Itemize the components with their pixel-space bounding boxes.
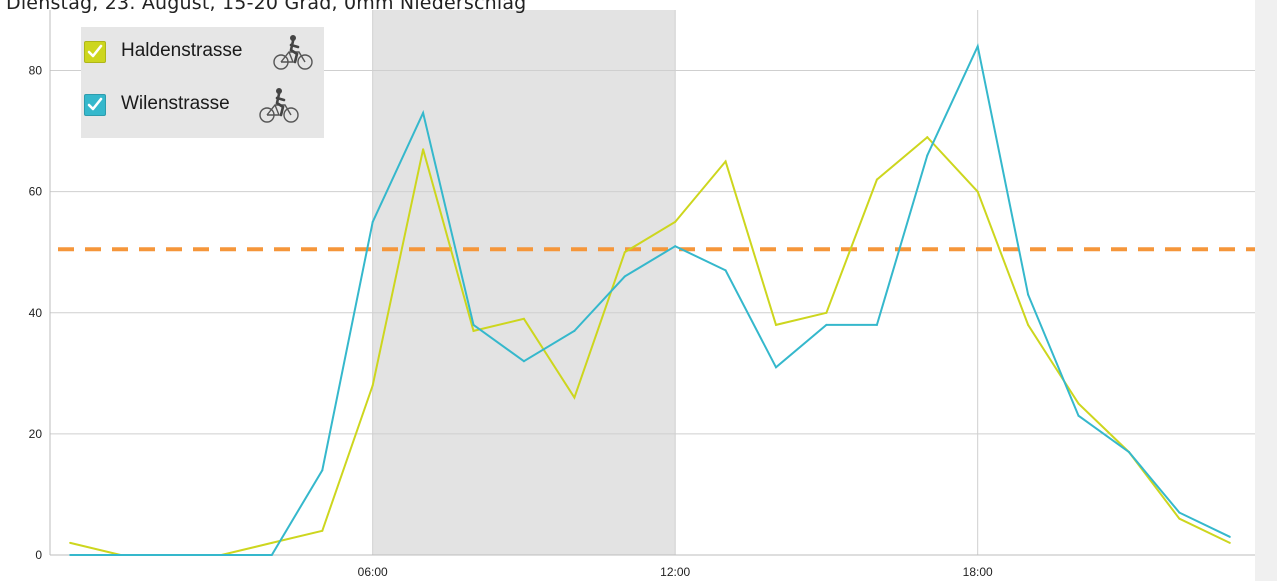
data-point-haldenstrasse bbox=[775, 323, 778, 326]
legend-item-wilenstrasse[interactable]: Wilenstrasse bbox=[81, 85, 324, 125]
y-tick-label: 0 bbox=[35, 548, 42, 562]
data-point-haldenstrasse bbox=[321, 529, 324, 532]
data-point-haldenstrasse bbox=[69, 541, 72, 544]
data-point-haldenstrasse bbox=[875, 178, 878, 181]
data-point-wilenstrasse bbox=[119, 554, 122, 556]
data-point-wilenstrasse bbox=[1178, 511, 1181, 514]
y-tick-label: 40 bbox=[29, 306, 43, 320]
series-line-wilenstrasse bbox=[70, 43, 1231, 556]
y-tick-label: 20 bbox=[29, 427, 43, 441]
data-point-wilenstrasse bbox=[724, 269, 727, 272]
data-point-wilenstrasse bbox=[270, 554, 273, 556]
data-point-wilenstrasse bbox=[220, 554, 223, 556]
data-point-wilenstrasse bbox=[573, 329, 576, 332]
series-line-haldenstrasse bbox=[69, 135, 1231, 556]
data-point-haldenstrasse bbox=[976, 190, 979, 193]
data-point-haldenstrasse bbox=[825, 311, 828, 314]
legend-label-wilenstrasse: Wilenstrasse bbox=[121, 93, 230, 114]
data-point-haldenstrasse bbox=[926, 136, 929, 139]
y-tick-label: 60 bbox=[29, 185, 43, 199]
data-point-wilenstrasse bbox=[1228, 535, 1231, 538]
data-point-wilenstrasse bbox=[371, 220, 374, 223]
data-point-wilenstrasse bbox=[472, 323, 475, 326]
data-point-haldenstrasse bbox=[1228, 541, 1231, 544]
data-point-wilenstrasse bbox=[926, 154, 929, 157]
data-point-wilenstrasse bbox=[1127, 451, 1130, 454]
right-gutter bbox=[1255, 0, 1277, 581]
chart-legend: Haldenstrasse Wilenstrasse bbox=[81, 27, 324, 138]
bicycle-icon bbox=[271, 32, 315, 76]
shaded-region bbox=[372, 10, 676, 555]
checkmark-icon bbox=[87, 97, 103, 111]
data-point-wilenstrasse bbox=[976, 45, 979, 48]
legend-label-haldenstrasse: Haldenstrasse bbox=[121, 40, 243, 61]
data-point-haldenstrasse bbox=[1027, 323, 1030, 326]
data-point-wilenstrasse bbox=[69, 554, 72, 556]
data-point-wilenstrasse bbox=[170, 554, 173, 556]
data-point-wilenstrasse bbox=[674, 245, 677, 248]
data-point-wilenstrasse bbox=[875, 323, 878, 326]
checkmark-icon bbox=[87, 44, 103, 58]
data-point-haldenstrasse bbox=[371, 384, 374, 387]
data-point-wilenstrasse bbox=[422, 111, 425, 114]
data-point-wilenstrasse bbox=[825, 323, 828, 326]
x-tick-label: 06:00 bbox=[358, 565, 388, 579]
data-point-wilenstrasse bbox=[1077, 414, 1080, 417]
x-tick-label: 18:00 bbox=[963, 565, 993, 579]
y-tick-label: 80 bbox=[29, 64, 43, 78]
data-point-haldenstrasse bbox=[1077, 402, 1080, 405]
data-point-haldenstrasse bbox=[270, 541, 273, 544]
data-point-haldenstrasse bbox=[674, 220, 677, 223]
data-point-wilenstrasse bbox=[321, 469, 324, 472]
page-title: Dienstag, 23. August, 15-20 Grad, 0mm Ni… bbox=[6, 0, 527, 14]
data-point-wilenstrasse bbox=[1027, 293, 1030, 296]
data-point-haldenstrasse bbox=[472, 329, 475, 332]
data-point-haldenstrasse bbox=[623, 251, 626, 254]
data-point-haldenstrasse bbox=[724, 160, 727, 163]
data-point-wilenstrasse bbox=[522, 360, 525, 363]
legend-checkbox-haldenstrasse[interactable] bbox=[84, 41, 106, 63]
x-tick-label: 12:00 bbox=[660, 565, 690, 579]
data-point-haldenstrasse bbox=[573, 396, 576, 399]
data-point-haldenstrasse bbox=[1178, 517, 1181, 520]
data-point-haldenstrasse bbox=[522, 317, 525, 320]
legend-checkbox-wilenstrasse[interactable] bbox=[84, 94, 106, 116]
data-point-wilenstrasse bbox=[775, 366, 778, 369]
data-point-haldenstrasse bbox=[422, 148, 425, 151]
bicycle-icon bbox=[257, 85, 301, 129]
legend-item-haldenstrasse[interactable]: Haldenstrasse bbox=[81, 32, 324, 72]
data-point-wilenstrasse bbox=[623, 275, 626, 278]
